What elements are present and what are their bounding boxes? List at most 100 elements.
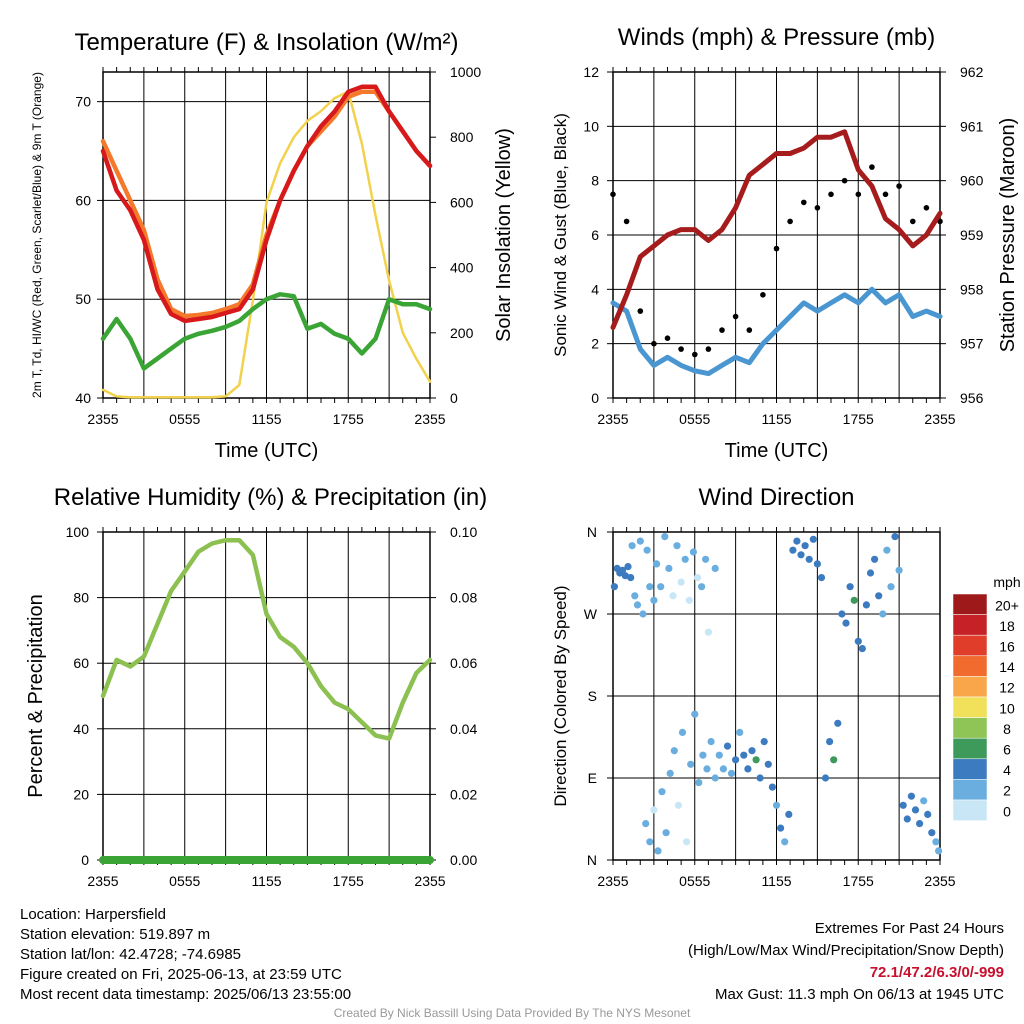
wind-gust-point [760, 292, 766, 298]
dir-y-axis-label: Direction (Colored By Speed) [551, 585, 570, 806]
dir-panel-x-tick-label: 0555 [679, 873, 710, 889]
wind-x-axis-label: Time (UTC) [725, 440, 829, 462]
dir-point [805, 555, 813, 563]
dir-point [924, 810, 932, 819]
dir-point [935, 847, 943, 855]
dir-point [657, 583, 665, 591]
wind-gust-point [787, 218, 793, 225]
temp-y2-tick-label: 200 [450, 325, 474, 341]
dir-point [681, 555, 689, 563]
temp-y2-axis-label: Solar Insolation (Yellow) [493, 128, 515, 342]
legend-label: 18 [999, 618, 1015, 634]
dir-point [891, 533, 899, 541]
rh-y2-tick-label: 0.02 [450, 786, 477, 802]
legend-swatch [952, 737, 988, 760]
wind-series-pressure [610, 129, 943, 330]
wind-gust-point [664, 335, 671, 342]
wind-y2-tick-label: 959 [960, 227, 984, 243]
dir-point [704, 628, 713, 636]
dir-point [665, 564, 673, 573]
dir-point [838, 610, 846, 618]
figure-created: Figure created on Fri, 2025-06-13, at 23… [20, 966, 342, 983]
dir-panel-x-tick-label: 1155 [761, 873, 791, 889]
legend-label: 2 [1003, 783, 1011, 799]
dir-point [698, 583, 706, 591]
temp-series-td [100, 292, 433, 371]
station-elevation: Station elevation: 519.897 m [20, 926, 211, 943]
wind-gust-point [828, 191, 834, 198]
temp-panel-title: Temperature (F) & Insolation (W/m²) [74, 29, 458, 56]
dir-point [830, 756, 838, 764]
legend-swatch [952, 634, 988, 657]
wind-panel-x-tick-label: 2355 [597, 411, 628, 427]
wind-y-tick-label: 10 [583, 118, 599, 134]
dir-point [610, 583, 619, 591]
temp-y-tick-label: 50 [75, 291, 91, 307]
dir-point [871, 555, 879, 563]
rh-y2-tick-label: 0.00 [450, 852, 477, 868]
station-latlon: Station lat/lon: 42.4728; -74.6985 [20, 946, 242, 963]
legend-label: 6 [1003, 742, 1011, 758]
legend-swatch [952, 799, 988, 821]
temp-panel-x-tick-label: 1755 [333, 411, 364, 427]
wind-y2-tick-label: 958 [960, 281, 984, 297]
dir-point [715, 751, 723, 759]
dir-point [618, 566, 627, 574]
legend-label: 14 [999, 659, 1015, 675]
dir-point [643, 546, 651, 554]
wind-gust-point [651, 340, 657, 347]
wind-gust-point [732, 313, 739, 320]
dir-point [642, 820, 650, 828]
dir-point [866, 569, 875, 577]
dir-point [789, 546, 797, 554]
dir-point [777, 824, 785, 832]
dir-point [748, 747, 756, 755]
dir-point [628, 542, 636, 550]
wind-gust-point [910, 218, 916, 225]
dir-point [862, 601, 871, 609]
temp-panel-x-tick-label: 1155 [251, 411, 281, 427]
wind-y-tick-label: 8 [591, 173, 599, 189]
temp-panel-x-tick-label: 2355 [414, 411, 445, 427]
dir-point [653, 560, 661, 568]
wind-series-sonic [610, 286, 943, 377]
dir-panel-x-tick-label: 2355 [924, 873, 955, 889]
rh-y2-tick-label: 0.10 [450, 524, 477, 540]
dir-point [702, 555, 710, 563]
dir-point [723, 742, 732, 750]
dir-y-tick-label: S [588, 688, 597, 704]
legend-swatch [952, 696, 988, 718]
dir-point [711, 564, 719, 573]
legend-swatch [952, 614, 988, 636]
wind-y2-tick-label: 956 [960, 390, 984, 406]
rh-y2-tick-label: 0.04 [450, 721, 477, 737]
dir-point [858, 645, 866, 653]
temp-series-2m-t [100, 84, 433, 324]
dir-point [760, 738, 768, 746]
dir-point [687, 760, 695, 768]
rh-y-tick-label: 40 [73, 721, 89, 737]
dir-point [639, 610, 647, 618]
dir-point [854, 637, 862, 645]
wind-gust-point [923, 205, 930, 211]
wind-gust-point [610, 191, 616, 198]
wind-gust-point [773, 245, 780, 252]
dir-point [797, 551, 805, 559]
dir-point [707, 738, 715, 746]
dir-panel-title: Wind Direction [698, 484, 854, 511]
credit-line: Created By Nick Bassill Using Data Provi… [333, 1006, 691, 1020]
rh-y-tick-label: 20 [73, 786, 89, 802]
dir-point [793, 537, 801, 545]
legend-label: 12 [999, 680, 1015, 696]
temp-y-tick-label: 70 [75, 94, 91, 110]
dir-point [670, 747, 678, 755]
wind-gust-point [623, 218, 630, 225]
dir-point [661, 533, 669, 541]
dir-y-tick-label: W [584, 606, 598, 622]
wind-y-tick-label: 0 [591, 390, 599, 406]
dir-point [752, 756, 760, 764]
dir-point [879, 610, 887, 618]
rh-y-tick-label: 0 [81, 852, 89, 868]
dir-point [781, 838, 789, 846]
dir-point [624, 563, 632, 571]
